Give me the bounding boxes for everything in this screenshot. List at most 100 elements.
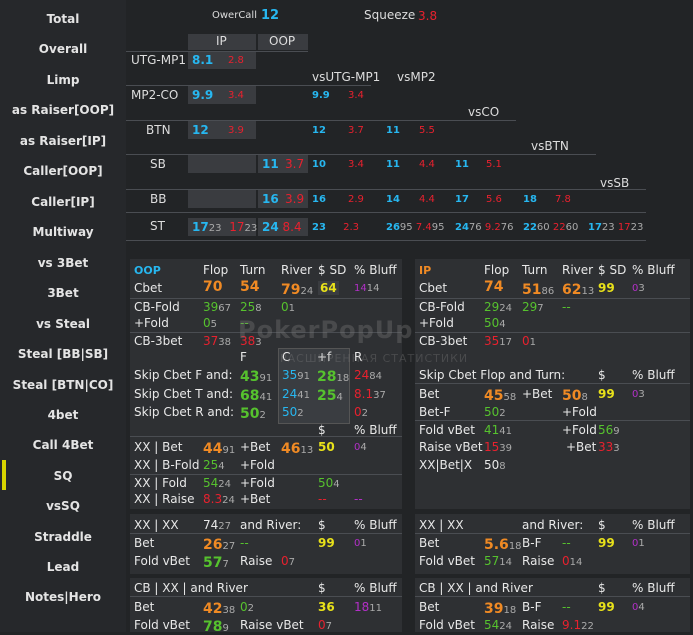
sb-oop-pfr: 3.7 [285,157,305,171]
oop-skipr-label: Skip Cbet R and: [134,405,235,419]
ip-h-river: River [562,263,594,277]
oop-h-flop: Flop [203,263,229,277]
oop-cbxx-fold-raise-label: Raise vBet [240,618,304,632]
sidebar-item-steal-btn-co[interactable]: Steal [BTN|CO] [12,378,114,392]
oop-h-bluff: % Bluff [354,263,397,277]
oop-skipr-f: 502 [240,406,266,422]
ip-cbxx-panel [415,578,690,632]
ip-cbxx-h-bluff: % Bluff [632,581,675,595]
oop-cbxx-bet-label: Bet [134,600,155,614]
sidebar-item-3bet[interactable]: 3Bet [47,286,79,300]
sidebar-item-caller-oop[interactable]: Caller[OOP] [23,164,103,178]
sidebar-item-steal-bb-sb[interactable]: Steal [BB|SB] [17,347,109,361]
oop-xxbfold-label: XX | B-Fold [134,458,200,472]
ip-skipbf-plus-label: +Fold [562,405,597,419]
sidebar-item-sq[interactable]: SQ [53,469,73,483]
sidebar-item-straddle[interactable]: Straddle [34,530,92,544]
oop-skipr-c: 502 [282,405,304,419]
divider [415,596,690,597]
ip-plusfold-flop: 504 [484,316,506,330]
sidebar-item-lead[interactable]: Lead [46,560,80,574]
oop-xxxx-fold-label: Fold vBet [134,554,191,568]
oop-cbxx-panel [130,578,402,632]
sidebar-item-vs-3bet[interactable]: vs 3Bet [37,256,89,270]
ip-cbxx-bet-sd: 99 [598,600,615,614]
ip-cbxx-fold-v: 5424 [484,618,513,632]
sb-vs3-vpip: 11 [455,159,469,170]
oop-cbet-bluff: 1414 [354,283,380,294]
ip-h-flop: Flop [484,263,510,277]
ip-skip-h-bluff: % Bluff [632,368,675,382]
oop-skipf-f: 4391 [240,369,273,385]
utg-ip-vpip: 8.1 [192,53,214,67]
ip-skipbet-bluff: 03 [632,389,645,400]
sb-vs2-pfr: 4.4 [419,159,435,170]
ip-h-turn: Turn [522,263,548,277]
ip-cbxx-fold-label: Fold vBet [419,618,476,632]
ip-cbet-sd: 99 [598,281,615,295]
sidebar-item-vssq[interactable]: vsSQ [46,499,80,513]
sidebar-item-caller-ip[interactable]: Caller[IP] [31,195,95,209]
ip-cbxx-label: CB | XX | and River [419,581,533,595]
vs-sb-header: vsSB [600,176,630,190]
row-sep [126,240,646,241]
ip-cbxx-bet-label: Bet [419,600,440,614]
ip-xxxx-bet-label: Bet [419,536,440,550]
pos-st: ST [150,219,165,233]
sidebar-item-overall[interactable]: Overall [38,42,88,56]
ip-cbxx-bet-mid-label: B-F [522,600,542,614]
sidebar-item-total[interactable]: Total [46,12,80,26]
oop-cbxx-h-bluff: % Bluff [354,581,397,595]
oop-col-f: F [240,350,247,364]
oop-xx-panel [130,514,402,574]
bb-oop-vpip: 16 [262,192,279,206]
ip-raisevbet-v: 1539 [484,440,513,454]
oop-cbet-turn: 54 [240,279,260,295]
vs-mp2-header: vsMP2 [397,70,436,84]
oop-skipt-label: Skip Cbet T and: [134,387,233,401]
ip-xxxx-h-sd: $ [598,518,606,532]
sidebar-item-as-raiser-oop[interactable]: as Raiser[OOP] [11,103,115,117]
oop-xxxx-fold-v: 577 [203,555,229,571]
ip-xxxx-fold-raise: 014 [562,554,583,568]
ip-xxxx-bet-v: 5.618 [484,537,522,553]
oop-xxbet-plus-label: +Bet [240,440,271,454]
oop-xxxx-bet-label: Bet [134,536,155,550]
sidebar-item-4bet[interactable]: 4bet [47,408,79,422]
sb-oop-vpip: 11 [262,157,279,171]
bb-vs4-pfr: 7.8 [555,194,571,205]
divider [130,474,402,475]
ip-xxxx-bet-sd: 99 [598,536,615,550]
overcall-label: OwerCall [212,10,257,21]
ip-skip-label: Skip Cbet Flop and Turn: [419,368,566,382]
sidebar-item-limp[interactable]: Limp [46,73,80,87]
oop-xxxx-bet-mid: -- [240,536,249,550]
pos-bb: BB [150,192,167,206]
ip-cbfold-turn: 297 [522,300,544,314]
oop-skipt-c: 2441 [282,387,311,401]
bb-vs2-vpip: 14 [386,194,400,205]
sidebar-item-call-4bet[interactable]: Call 4Bet [32,438,94,452]
sidebar-item-notes-hero[interactable]: Notes|Hero [24,590,102,604]
oop-cb3bet-label: CB-3bet [134,334,183,348]
watermark-subtitle: РАСШИРЕННАЯ СТАТИСТИКИ [280,352,469,365]
divider [130,533,402,534]
bb-vs2-pfr: 4.4 [419,194,435,205]
ip-skip-h-sd: $ [598,368,606,382]
ip-cbxx-h-sd: $ [598,581,606,595]
oop-xxbet-plus: 4613 [281,441,314,457]
oop-skipf-c: 3591 [282,368,311,382]
row-sep [126,189,646,190]
sb-vs1-pfr: 3.4 [348,159,364,170]
oop-xxbet-bluff: 04 [354,442,367,453]
vs-btn-header: vsBTN [531,139,569,153]
ip-raisevbet-plus-label: +Bet [566,440,597,454]
sidebar-item-vs-steal[interactable]: vs Steal [36,317,90,331]
ip-skipbet-sd: 99 [598,387,615,401]
oop-xxraise-plus-label: +Bet [240,492,271,506]
sidebar-item-as-raiser-ip[interactable]: as Raiser[IP] [19,134,107,148]
ip-skipbet-v: 4558 [484,388,517,404]
oop-h-turn: Turn [240,263,266,277]
sidebar-item-multiway[interactable]: Multiway [32,225,94,239]
oop-cbxx-fold-v: 789 [203,619,229,635]
